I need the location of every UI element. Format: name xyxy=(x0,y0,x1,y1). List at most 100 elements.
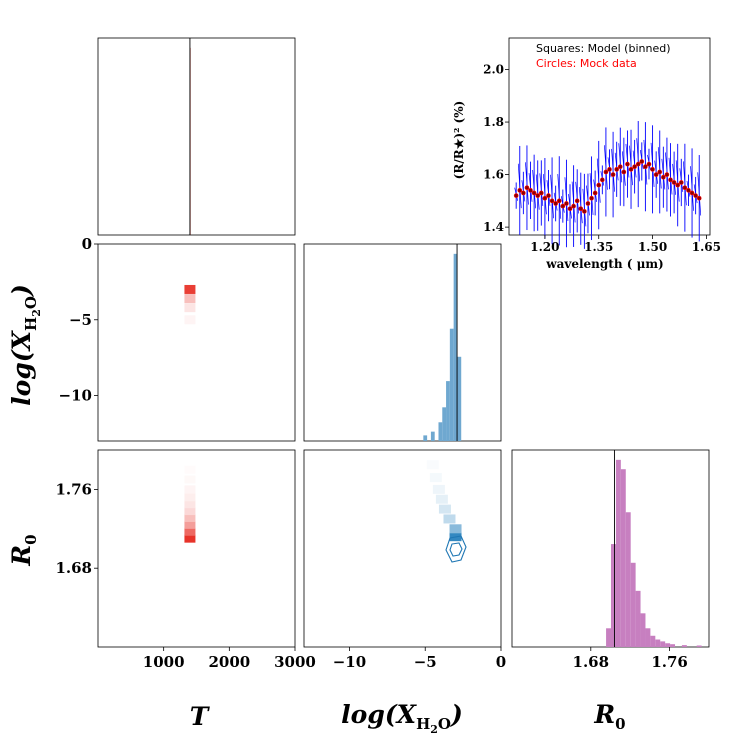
joint-T-R0-ytick-label-0: 1.76 xyxy=(55,480,92,498)
joint-logX-R0-cell-5 xyxy=(432,484,445,494)
spectrum-model-point-26 xyxy=(608,167,611,171)
spectrum-model-point-38 xyxy=(651,167,655,171)
xlabel-R0: R0 xyxy=(593,700,625,733)
spectrum-model-point-32 xyxy=(629,167,633,171)
spectrum-noise-10 xyxy=(550,174,554,219)
spectrum-xtick-label-0: 1.20 xyxy=(530,240,559,254)
spectrum-model-point-0 xyxy=(514,194,518,198)
spectrum-noise-7 xyxy=(539,173,544,207)
marginal-R0-bar-11 xyxy=(660,641,666,647)
joint-logX-R0-cell-6 xyxy=(429,473,442,483)
joint-logX-R0-frame xyxy=(303,449,502,648)
marginal-logX-bar-5 xyxy=(449,328,454,441)
spectrum-noise-15 xyxy=(568,194,572,219)
joint-logX-R0-cell-3 xyxy=(438,504,451,514)
spectrum-legend-data: Circles: Mock data xyxy=(536,57,637,70)
marginal-logX-bar-2 xyxy=(438,422,443,441)
spectrum-model-point-12 xyxy=(557,199,561,203)
joint-logX-R0-cell-1 xyxy=(449,524,462,534)
spectrum-model-point-41 xyxy=(661,175,665,179)
spectrum-model-point-11 xyxy=(554,201,558,205)
joint-logX-R0-cell-7 xyxy=(426,460,439,470)
spectrum-noise-20 xyxy=(586,185,590,216)
spectrum-model-point-33 xyxy=(633,165,637,169)
spectrum-noise-43 xyxy=(668,157,673,195)
joint-logX-R0-cell-4 xyxy=(435,494,448,504)
spectrum-noise-16 xyxy=(571,181,576,223)
spectrum-model-point-2 xyxy=(521,191,525,195)
marginal-R0-bar-0 xyxy=(606,628,611,647)
spectrum-panel: 1.20 1.35 1.50 1.65 1.4 1.6 1.8 2.0 Squares: M… xyxy=(452,37,721,271)
spectrum-model-point-39 xyxy=(654,173,658,177)
spectrum-legend-model: Squares: Model (binned) xyxy=(536,42,671,55)
spectrum-noise-46 xyxy=(679,168,684,192)
spectrum-noise-39 xyxy=(654,160,659,184)
marginal-R0-bar-6 xyxy=(635,590,641,647)
spectrum-noise-33 xyxy=(632,150,637,178)
spectrum-model-point-9 xyxy=(546,194,550,198)
joint-T-R0-cell-2 xyxy=(184,520,196,529)
spectrum-noise-21 xyxy=(589,173,594,215)
spectrum-ytick-label-2: 1.8 xyxy=(483,115,504,129)
marginal-R0-bar-7 xyxy=(640,613,646,647)
spectrum-model-point-37 xyxy=(647,162,651,166)
spectrum-model-point-10 xyxy=(550,199,554,203)
spectrum-xtick-label-1: 1.35 xyxy=(584,240,613,254)
joint-T-R0-cell-5 xyxy=(184,500,196,509)
spectrum-noise-12 xyxy=(557,174,562,219)
spectrum-model-point-27 xyxy=(611,173,615,177)
spectrum-noise-14 xyxy=(564,177,569,222)
spectrum-model-point-22 xyxy=(593,191,597,195)
spectrum-xtick-label-2: 1.50 xyxy=(638,240,667,254)
joint-T-logX-cell-1 xyxy=(184,294,196,304)
spectrum-model-point-30 xyxy=(622,170,626,174)
marginal-R0-bar-2 xyxy=(615,459,621,647)
ylabel-R0: R0 xyxy=(7,534,40,566)
joint-T-R0-cell-7 xyxy=(184,485,196,494)
marginal-R0-bar-12 xyxy=(665,643,671,647)
spectrum-noise-45 xyxy=(675,160,680,202)
spectrum-noise-19 xyxy=(582,188,587,227)
spectrum-model-point-1 xyxy=(518,188,522,192)
spectrum-model-point-35 xyxy=(640,159,644,163)
joint-T-R0-xtick-label-1: 2000 xyxy=(208,653,250,671)
spectrum-noise-1 xyxy=(517,163,522,209)
spectrum-noise-38 xyxy=(650,142,655,187)
spectrum-model-point-48 xyxy=(686,188,690,192)
marginal-logX-bar-1 xyxy=(430,431,435,441)
xlabel-T: T xyxy=(190,702,211,731)
spectrum-noise-30 xyxy=(622,151,626,186)
joint-logX-R0-xtick-label-1: −5 xyxy=(414,653,437,671)
joint-logX-R0-xtick-label-2: 0 xyxy=(496,653,506,671)
spectrum-model-point-6 xyxy=(536,194,540,198)
marginal-R0-bar-3 xyxy=(620,469,626,647)
spectrum-model-point-13 xyxy=(561,204,565,208)
marginal-logX-frame xyxy=(303,243,502,442)
marginal-R0-xtick-label-0: 1.68 xyxy=(573,653,610,671)
spectrum-noise-18 xyxy=(578,187,583,224)
marginal-R0-frame xyxy=(511,449,710,648)
joint-T-R0-cell-4 xyxy=(184,507,196,516)
spectrum-noise-51 xyxy=(697,172,702,216)
joint-T-R0-ytick-label-1: 1.68 xyxy=(55,559,92,577)
spectrum-model-point-5 xyxy=(532,191,536,195)
spectrum-xtick-label-3: 1.65 xyxy=(692,240,721,254)
spectrum-frame xyxy=(508,37,711,236)
marginal-logX-bar-6 xyxy=(453,253,458,441)
joint-T-logX-ytick-label-1: −5 xyxy=(69,311,92,329)
marginal-R0-bar-14 xyxy=(681,645,687,647)
spectrum-noise-49 xyxy=(690,166,694,211)
spectrum-noise-3 xyxy=(525,162,529,205)
spectrum-model-point-29 xyxy=(618,165,622,169)
marginal-R0-bar-1 xyxy=(610,544,616,647)
spectrum-model-point-31 xyxy=(625,162,629,166)
marginal-logX-bar-3 xyxy=(442,407,447,441)
spectrum-model-point-23 xyxy=(597,183,601,187)
spectrum-noise-5 xyxy=(532,169,536,209)
spectrum-model-point-7 xyxy=(539,191,543,195)
spectrum-noise-17 xyxy=(575,181,580,214)
spectrum-noise-36 xyxy=(643,139,648,185)
spectrum-model-point-4 xyxy=(529,188,533,192)
spectrum-model-point-16 xyxy=(572,204,576,208)
